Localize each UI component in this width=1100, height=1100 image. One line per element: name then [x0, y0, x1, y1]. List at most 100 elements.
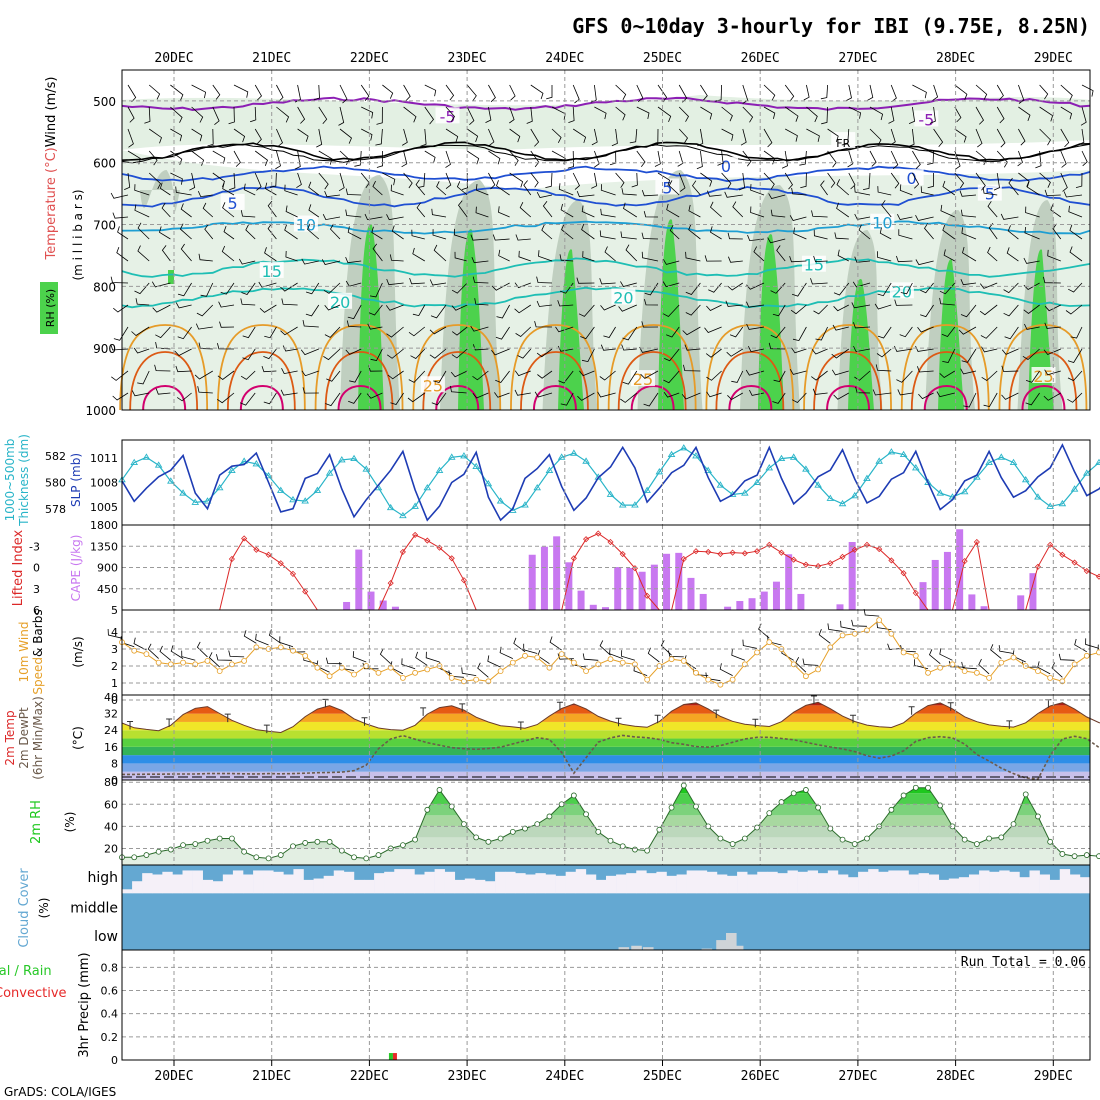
wind-barb: [792, 326, 807, 342]
wind-barb: [1039, 172, 1051, 188]
lifted-index-point: [619, 550, 626, 558]
cloud-high-cell: [464, 878, 476, 894]
wind-barb: [725, 300, 743, 307]
temp-band: [122, 755, 1090, 764]
wind-barb: [282, 345, 298, 352]
rh2m-point: [265, 855, 272, 862]
top-date-label: 20DEC: [154, 51, 193, 66]
cloud-high-cell: [858, 871, 869, 894]
wind-barb: [371, 226, 383, 240]
wind-barb: [615, 172, 625, 188]
cloud-high-cell: [263, 870, 274, 894]
wind-barb: [576, 277, 595, 284]
cloud-high-cell: [595, 879, 607, 894]
thickness-point: [399, 511, 407, 519]
wind-barb: [1050, 204, 1062, 218]
wind-barb: [323, 348, 341, 361]
cloud-high-cell: [273, 871, 284, 894]
cape-bar: [614, 567, 622, 610]
rh-band: [122, 837, 1090, 849]
wind-barb: [958, 326, 977, 335]
thickness-point: [423, 483, 432, 491]
cape-bar: [931, 559, 939, 610]
lifted-index-point: [876, 546, 883, 553]
wind-barb: [662, 281, 680, 288]
wind-barb: [806, 106, 818, 123]
wind-barb: [657, 172, 671, 187]
rh-tick-label: 40: [104, 820, 118, 833]
wind-speed-point: [912, 652, 919, 659]
wind-tick-label: 3: [111, 643, 118, 656]
wind-barb: [318, 150, 333, 165]
rh-area: [658, 219, 684, 410]
thickness-point: [289, 495, 297, 503]
wind-barb: [636, 84, 644, 103]
rh2m-point: [436, 787, 443, 793]
wind-speed-point: [693, 669, 699, 676]
cape-bar: [797, 593, 805, 610]
wind-barb: [572, 172, 580, 190]
contour-label: -5: [440, 107, 456, 126]
wind-barb: [296, 172, 302, 189]
wind-barb: [407, 392, 426, 403]
wind-barb: [1044, 322, 1061, 329]
wind-barb: [159, 645, 172, 661]
wind-barb: [1039, 84, 1049, 100]
wind-barb: [641, 232, 659, 240]
precip-tick-label: 0: [111, 1054, 118, 1067]
wind-barb: [429, 279, 447, 286]
rh2m-point: [656, 826, 663, 833]
cloud-high-cell: [908, 874, 919, 894]
wind-barb: [264, 182, 277, 196]
wind-barb: [191, 84, 207, 99]
wind-barb: [821, 106, 828, 125]
wind-barb: [401, 658, 416, 670]
cloud-high-cell: [958, 877, 970, 894]
wind-barb: [245, 224, 256, 240]
wind-barb: [920, 186, 934, 196]
wind-barb: [519, 202, 532, 218]
wind-barb: [1001, 348, 1019, 355]
rh2m-point: [241, 848, 248, 855]
wind-barb: [134, 204, 150, 218]
temp-contour-15: [121, 257, 1091, 278]
wind-barb: [803, 84, 810, 101]
wind-speed-point: [241, 658, 248, 664]
wind-barb: [879, 227, 892, 240]
cloud-high-cell: [555, 875, 566, 894]
wind-barb: [942, 348, 956, 363]
wind-barb: [641, 189, 659, 197]
cloud-high-cell: [888, 870, 899, 894]
wind-barb: [831, 369, 849, 376]
temp-minmax-whisker: [752, 718, 759, 728]
lifted-index-point: [741, 550, 748, 557]
cape-bar: [956, 529, 964, 610]
wind-barb: [202, 202, 214, 218]
cloud-high-cell: [706, 871, 718, 894]
wind-barb: [509, 84, 516, 101]
thickness-point: [679, 444, 688, 451]
wind-barb: [1043, 348, 1061, 355]
wind-barb: [386, 326, 404, 338]
wind-barb: [581, 205, 595, 218]
rh2m-point: [680, 782, 687, 789]
wind-barb: [555, 326, 574, 333]
lifted-index-point: [460, 577, 468, 584]
wind-barb: [790, 304, 807, 315]
cloud-high-cell: [797, 871, 808, 894]
cloud-high-cell: [333, 870, 345, 894]
thickness-point: [411, 502, 419, 509]
lifted-index-point: [753, 548, 761, 555]
contour-label-bg: [801, 255, 826, 272]
rh2m-point: [1022, 791, 1029, 798]
thickness-point: [887, 448, 896, 455]
wind-barb: [791, 392, 807, 403]
wind-barb: [254, 172, 262, 191]
temp-contour-25: [998, 324, 1088, 411]
cloud-low-cell: [732, 945, 744, 950]
rh2m-point: [167, 846, 174, 853]
thickness-point: [142, 453, 151, 460]
wind-barb: [876, 348, 892, 358]
wind-barb: [1003, 304, 1019, 317]
